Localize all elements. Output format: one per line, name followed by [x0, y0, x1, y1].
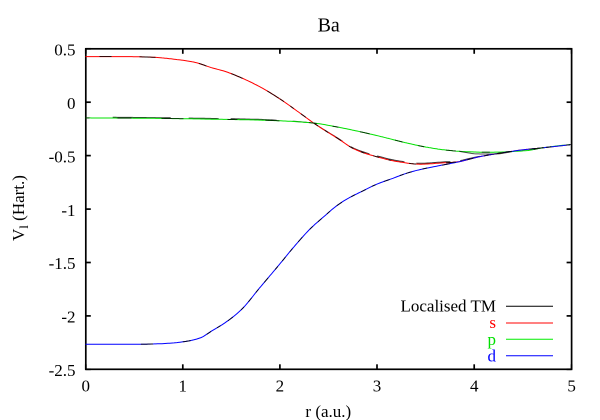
svg-text:-0.5: -0.5	[49, 147, 76, 166]
svg-text:d: d	[488, 346, 497, 365]
svg-text:1: 1	[179, 377, 188, 396]
svg-text:s: s	[489, 313, 496, 332]
svg-text:Vl (Hart.): Vl (Hart.)	[9, 175, 31, 241]
svg-text:r (a.u.): r (a.u.)	[305, 402, 351, 420]
svg-text:Ba: Ba	[318, 15, 340, 37]
svg-text:-2: -2	[61, 308, 75, 327]
svg-text:0: 0	[82, 377, 91, 396]
svg-text:4: 4	[470, 377, 479, 396]
svg-text:3: 3	[373, 377, 382, 396]
svg-text:2: 2	[276, 377, 285, 396]
svg-text:-1.5: -1.5	[49, 254, 76, 273]
svg-text:0.5: 0.5	[54, 41, 75, 60]
svg-text:0: 0	[67, 94, 76, 113]
svg-text:-1: -1	[61, 201, 75, 220]
svg-text:p: p	[488, 330, 497, 349]
svg-text:5: 5	[567, 377, 576, 396]
svg-text:Localised TM: Localised TM	[400, 296, 496, 315]
svg-text:-2.5: -2.5	[49, 361, 76, 380]
